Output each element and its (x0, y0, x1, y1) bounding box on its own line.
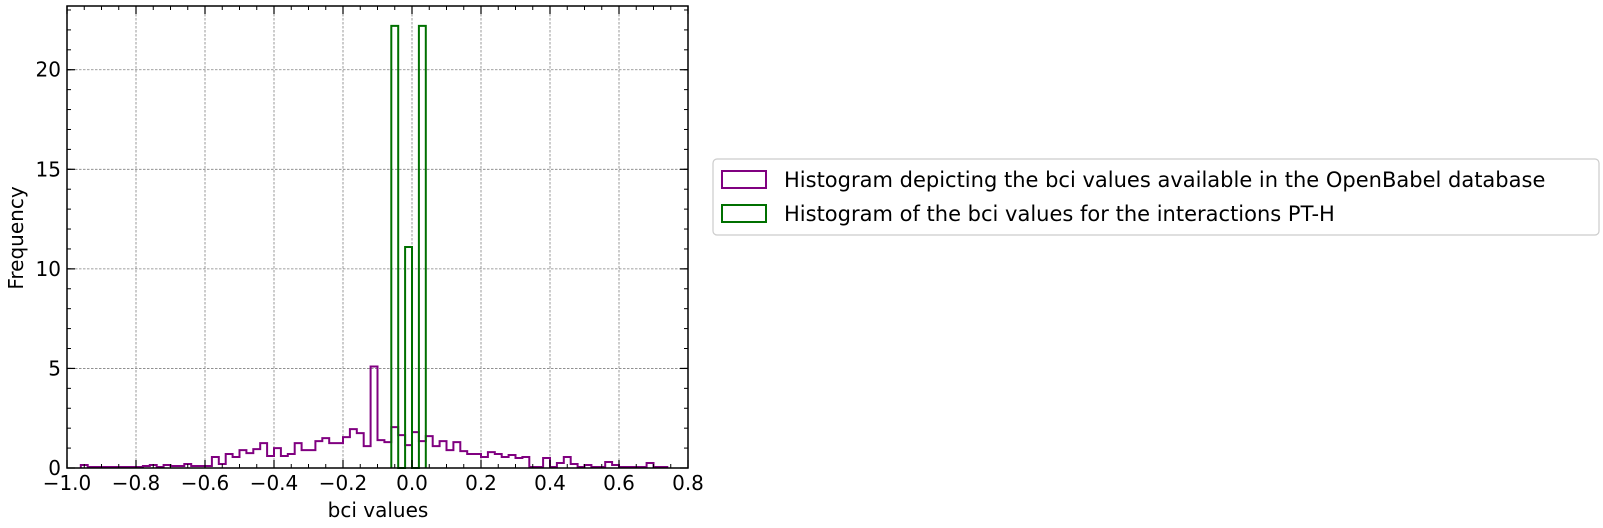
y-axis-title: Frequency (4, 186, 28, 289)
legend-label-openbabel: Histogram depicting the bci values avail… (784, 168, 1545, 192)
y-tick-label: 15 (36, 157, 61, 181)
y-tick-label: 10 (36, 257, 61, 281)
legend-swatch-pt-h (721, 204, 767, 223)
x-tick-label: 0.4 (534, 471, 566, 495)
histogram-bars (79, 24, 669, 469)
x-tick-label: −0.8 (112, 471, 161, 495)
x-tick-label: −1.0 (43, 471, 92, 495)
x-tick-label: 0.2 (465, 471, 497, 495)
x-tick-label: 0.6 (603, 471, 635, 495)
y-tick-label: 20 (36, 58, 61, 82)
histogram-series-1 (390, 24, 427, 469)
legend-swatch-openbabel (721, 170, 767, 189)
legend-frame (712, 158, 1600, 236)
x-tick-label: −0.4 (250, 471, 299, 495)
y-tick-label: 5 (48, 356, 61, 380)
legend: Histogram depicting the bci values avail… (712, 158, 1600, 236)
y-tick-label: 0 (48, 456, 61, 480)
axis-ticks (66, 6, 689, 469)
tick-labels: −1.0 −0.8 −0.6 −0.4 −0.2 0.0 0.2 0.4 0.6 0.8 0 5 10 1… (36, 58, 704, 495)
legend-label-pt-h: Histogram of the bci values for the inte… (784, 202, 1335, 226)
x-tick-label: 0.8 (672, 471, 704, 495)
x-tick-label: 0.0 (396, 471, 428, 495)
x-tick-label: −0.2 (319, 471, 368, 495)
x-tick-label: −0.6 (181, 471, 230, 495)
x-axis-title: bci values (328, 498, 429, 522)
histogram-series-0 (79, 365, 669, 469)
